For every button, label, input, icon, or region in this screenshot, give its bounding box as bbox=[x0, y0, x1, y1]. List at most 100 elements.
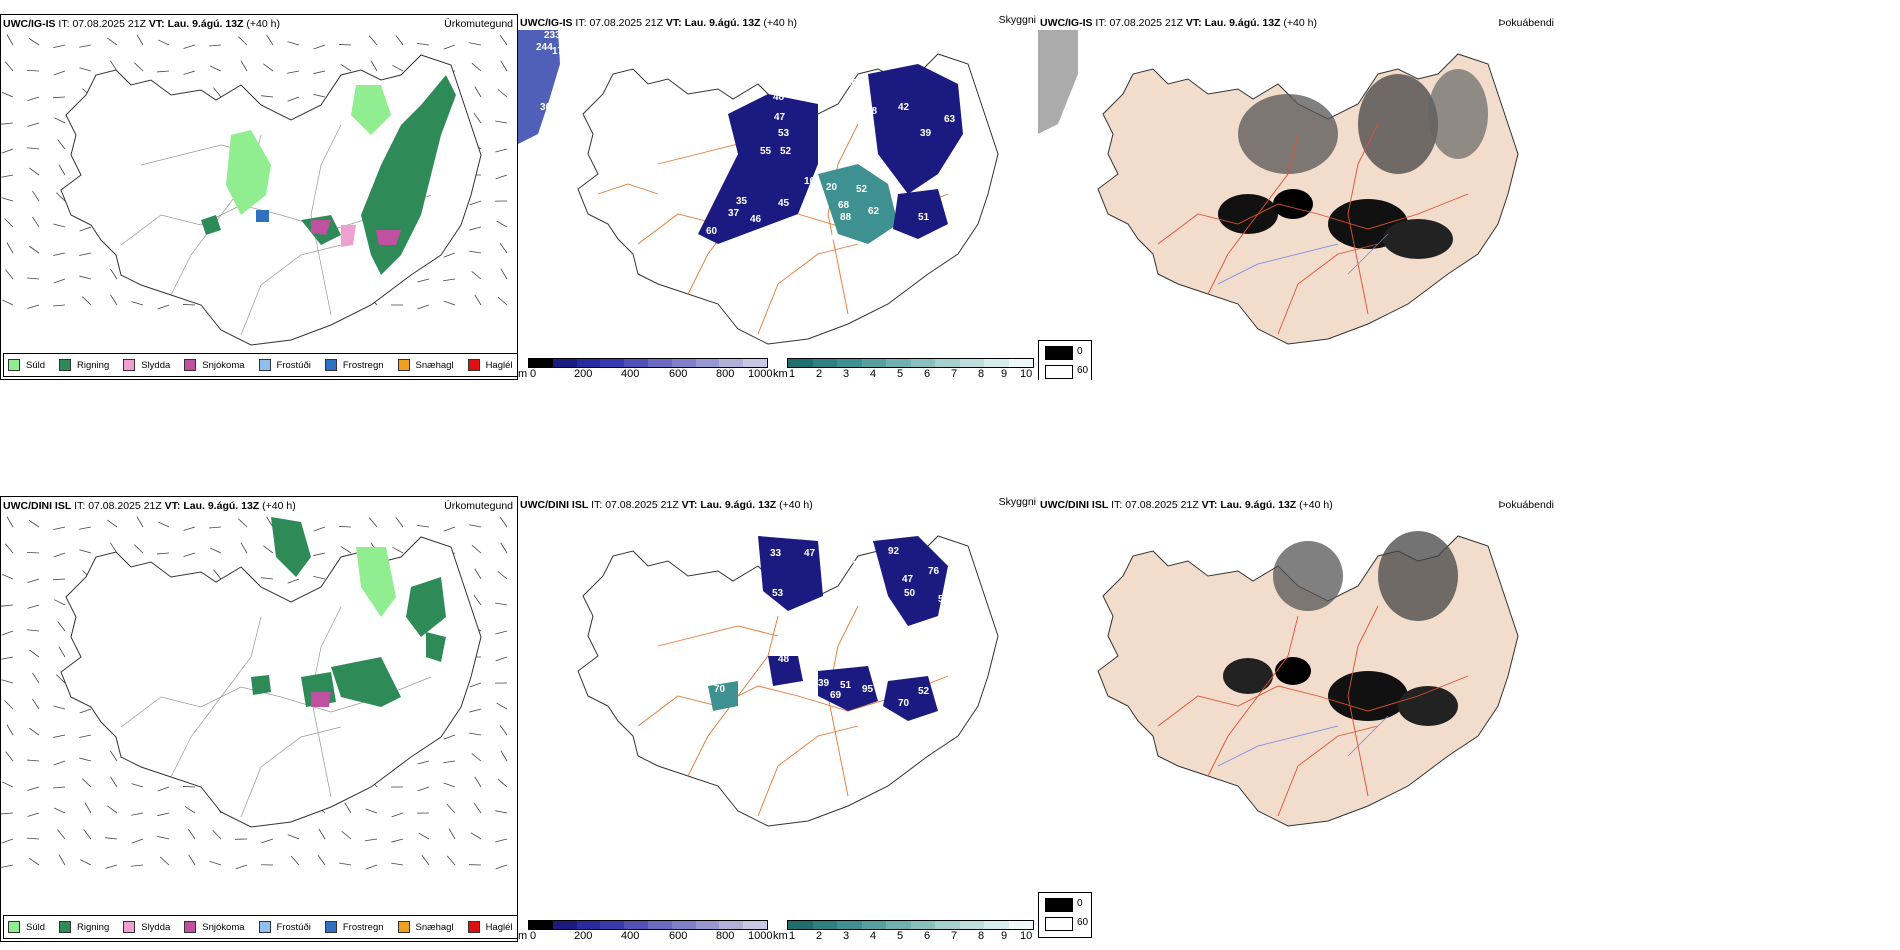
ceiling-value-label: 69 bbox=[830, 690, 842, 701]
panel-header: UWC/IG-IS IT: 07.08.2025 21Z VT: Lau. 9.… bbox=[3, 18, 280, 30]
precip-type-legend: Súld Rigning Slydda Snjókoma Frostúði Fr… bbox=[3, 353, 517, 377]
legend-swatch bbox=[123, 921, 136, 933]
fog-legend: 0 60 bbox=[1038, 340, 1092, 380]
ceiling-value-label: 244 bbox=[536, 42, 553, 53]
fog-legend: 0 60 bbox=[1038, 892, 1092, 938]
ceiling-value-label: 177 bbox=[552, 46, 569, 57]
legend-item: Slydda bbox=[123, 921, 170, 933]
ceiling-visibility-panel-row1: UWC/IG-IS IT: 07.08.2025 21Z VT: Lau. 9.… bbox=[518, 14, 1038, 380]
precip-type-legend: Súld Rigning Slydda Snjókoma Frostúði Fr… bbox=[3, 915, 517, 939]
panel-title: Úrkomutegund bbox=[444, 18, 513, 30]
panel-header: UWC/DINI ISL IT: 07.08.2025 21Z VT: Lau.… bbox=[3, 500, 296, 512]
ceiling-value-label: 51 bbox=[938, 594, 950, 605]
ceiling-value-label: 42 bbox=[898, 102, 910, 113]
ceiling-value-label: 42 bbox=[804, 78, 816, 89]
fog-index-panel-row1: UWC/IG-IS IT: 07.08.2025 21Z VT: Lau. 9.… bbox=[1038, 14, 1558, 380]
ceiling-value-label: 48 bbox=[778, 654, 790, 665]
ceiling-value-label: 50 bbox=[904, 588, 916, 599]
legend-item: Rigning bbox=[59, 359, 109, 371]
legend-item: Haglél bbox=[467, 921, 513, 933]
precip-areas bbox=[251, 517, 446, 707]
ceiling-value-label: 10 bbox=[826, 232, 838, 243]
ceiling-value-label: 59 bbox=[846, 546, 858, 557]
panel-title: Þokuábendi bbox=[1498, 499, 1554, 511]
panel-header: UWC/DINI ISL IT: 07.08.2025 21Z VT: Lau.… bbox=[520, 499, 813, 511]
ceiling-value-label: 45 bbox=[778, 198, 790, 209]
ceiling-visibility-panel-row2: UWC/DINI ISL IT: 07.08.2025 21Z VT: Lau.… bbox=[518, 496, 1038, 942]
legend-item: Rigning bbox=[59, 921, 109, 933]
legend-item: Snæhagl bbox=[397, 921, 454, 933]
legend-swatch bbox=[123, 359, 136, 371]
legend-swatch bbox=[258, 359, 271, 371]
legend-swatch bbox=[467, 921, 480, 933]
ceiling-value-label: 70 bbox=[898, 698, 910, 709]
ceiling-value-label: 39 bbox=[920, 128, 932, 139]
fog-areas bbox=[1223, 531, 1458, 726]
ceiling-value-label: 47 bbox=[774, 112, 786, 123]
sea-ceiling-patch bbox=[518, 30, 560, 144]
fog-index-panel-row2: UWC/DINI ISL IT: 07.08.2025 21Z VT: Lau.… bbox=[1038, 496, 1558, 942]
legend-item: Frostúði bbox=[258, 359, 311, 371]
legend-item: Slydda bbox=[123, 359, 170, 371]
ceiling-value-label: 10 bbox=[804, 176, 816, 187]
ceiling-value-label: 30 bbox=[540, 102, 552, 113]
legend-item: Snjókoma bbox=[184, 921, 245, 933]
legend-swatch bbox=[184, 359, 197, 371]
legend-swatch bbox=[59, 359, 72, 371]
precip-type-panel-row1: UWC/IG-IS IT: 07.08.2025 21Z VT: Lau. 9.… bbox=[0, 14, 518, 380]
ceiling-value-label: 53 bbox=[778, 128, 790, 139]
ceiling-value-label: 37 bbox=[728, 208, 740, 219]
road-network bbox=[1157, 605, 1469, 817]
ceiling-value-label: 68 bbox=[838, 200, 850, 211]
ceiling-value-label: 20 bbox=[826, 182, 838, 193]
ceiling-value-label: 48 bbox=[773, 92, 785, 103]
legend-item: Frostregn bbox=[324, 921, 384, 933]
ceiling-value-label: 47 bbox=[804, 548, 816, 559]
visibility-colorbar: km 1 2 3 4 5 6 7 8 9 10 bbox=[773, 920, 1038, 942]
iceland-map-precip bbox=[1, 516, 508, 870]
ceiling-colorbar: m 0 200 400 600 800 1000 bbox=[518, 358, 772, 380]
iceland-map-fog bbox=[1038, 30, 1519, 345]
legend-item: Súld bbox=[8, 921, 45, 933]
legend-swatch bbox=[59, 921, 72, 933]
legend-swatch bbox=[8, 921, 20, 933]
iceland-map-fog bbox=[1097, 531, 1519, 827]
ceiling-value-label: 43 bbox=[816, 202, 828, 213]
legend-swatch bbox=[397, 359, 410, 371]
ceiling-value-label: 39 bbox=[818, 678, 830, 689]
precip-type-panel-row2: UWC/DINI ISL IT: 07.08.2025 21Z VT: Lau.… bbox=[0, 496, 518, 942]
ceiling-value-label: 35 bbox=[736, 196, 748, 207]
ceiling-value-label: 107 bbox=[860, 560, 877, 571]
ceiling-value-label: 52 bbox=[780, 146, 792, 157]
ceiling-value-label: 52 bbox=[918, 686, 930, 697]
legend-item: Frostúði bbox=[258, 921, 311, 933]
panel-header: UWC/DINI ISL IT: 07.08.2025 21Z VT: Lau.… bbox=[1040, 499, 1333, 511]
low-ceiling-areas bbox=[708, 536, 948, 721]
ceiling-value-label: 71 bbox=[846, 560, 858, 571]
road-network bbox=[1157, 123, 1469, 335]
ceiling-value-label: 33 bbox=[770, 548, 782, 559]
ceiling-value-label: 51 bbox=[760, 77, 772, 88]
ceiling-value-label: 62 bbox=[868, 206, 880, 217]
ceiling-value-label: 88 bbox=[840, 212, 852, 223]
panel-title: Þokuábendi bbox=[1498, 17, 1554, 29]
ceiling-value-label: 52 bbox=[856, 184, 868, 195]
ceiling-value-label: 51 bbox=[840, 680, 852, 691]
ceiling-value-label: 76 bbox=[928, 566, 940, 577]
legend-item: Snæhagl bbox=[397, 359, 454, 371]
legend-swatch bbox=[324, 921, 337, 933]
low-ceiling-areas bbox=[698, 64, 963, 244]
panel-header: UWC/IG-IS IT: 07.08.2025 21Z VT: Lau. 9.… bbox=[1040, 17, 1317, 29]
ceiling-value-label: 70 bbox=[714, 684, 726, 695]
legend-swatch bbox=[397, 921, 410, 933]
visibility-colorbar: km 1 2 3 4 5 6 7 8 9 10 bbox=[773, 358, 1038, 380]
precip-areas bbox=[201, 75, 456, 275]
panel-title: Úrkomutegund bbox=[444, 500, 513, 512]
ceiling-value-label: 71 bbox=[836, 122, 848, 133]
legend-item: Súld bbox=[8, 359, 45, 371]
ceiling-title: Skyggni bbox=[998, 14, 1036, 26]
rivers bbox=[1217, 233, 1389, 285]
